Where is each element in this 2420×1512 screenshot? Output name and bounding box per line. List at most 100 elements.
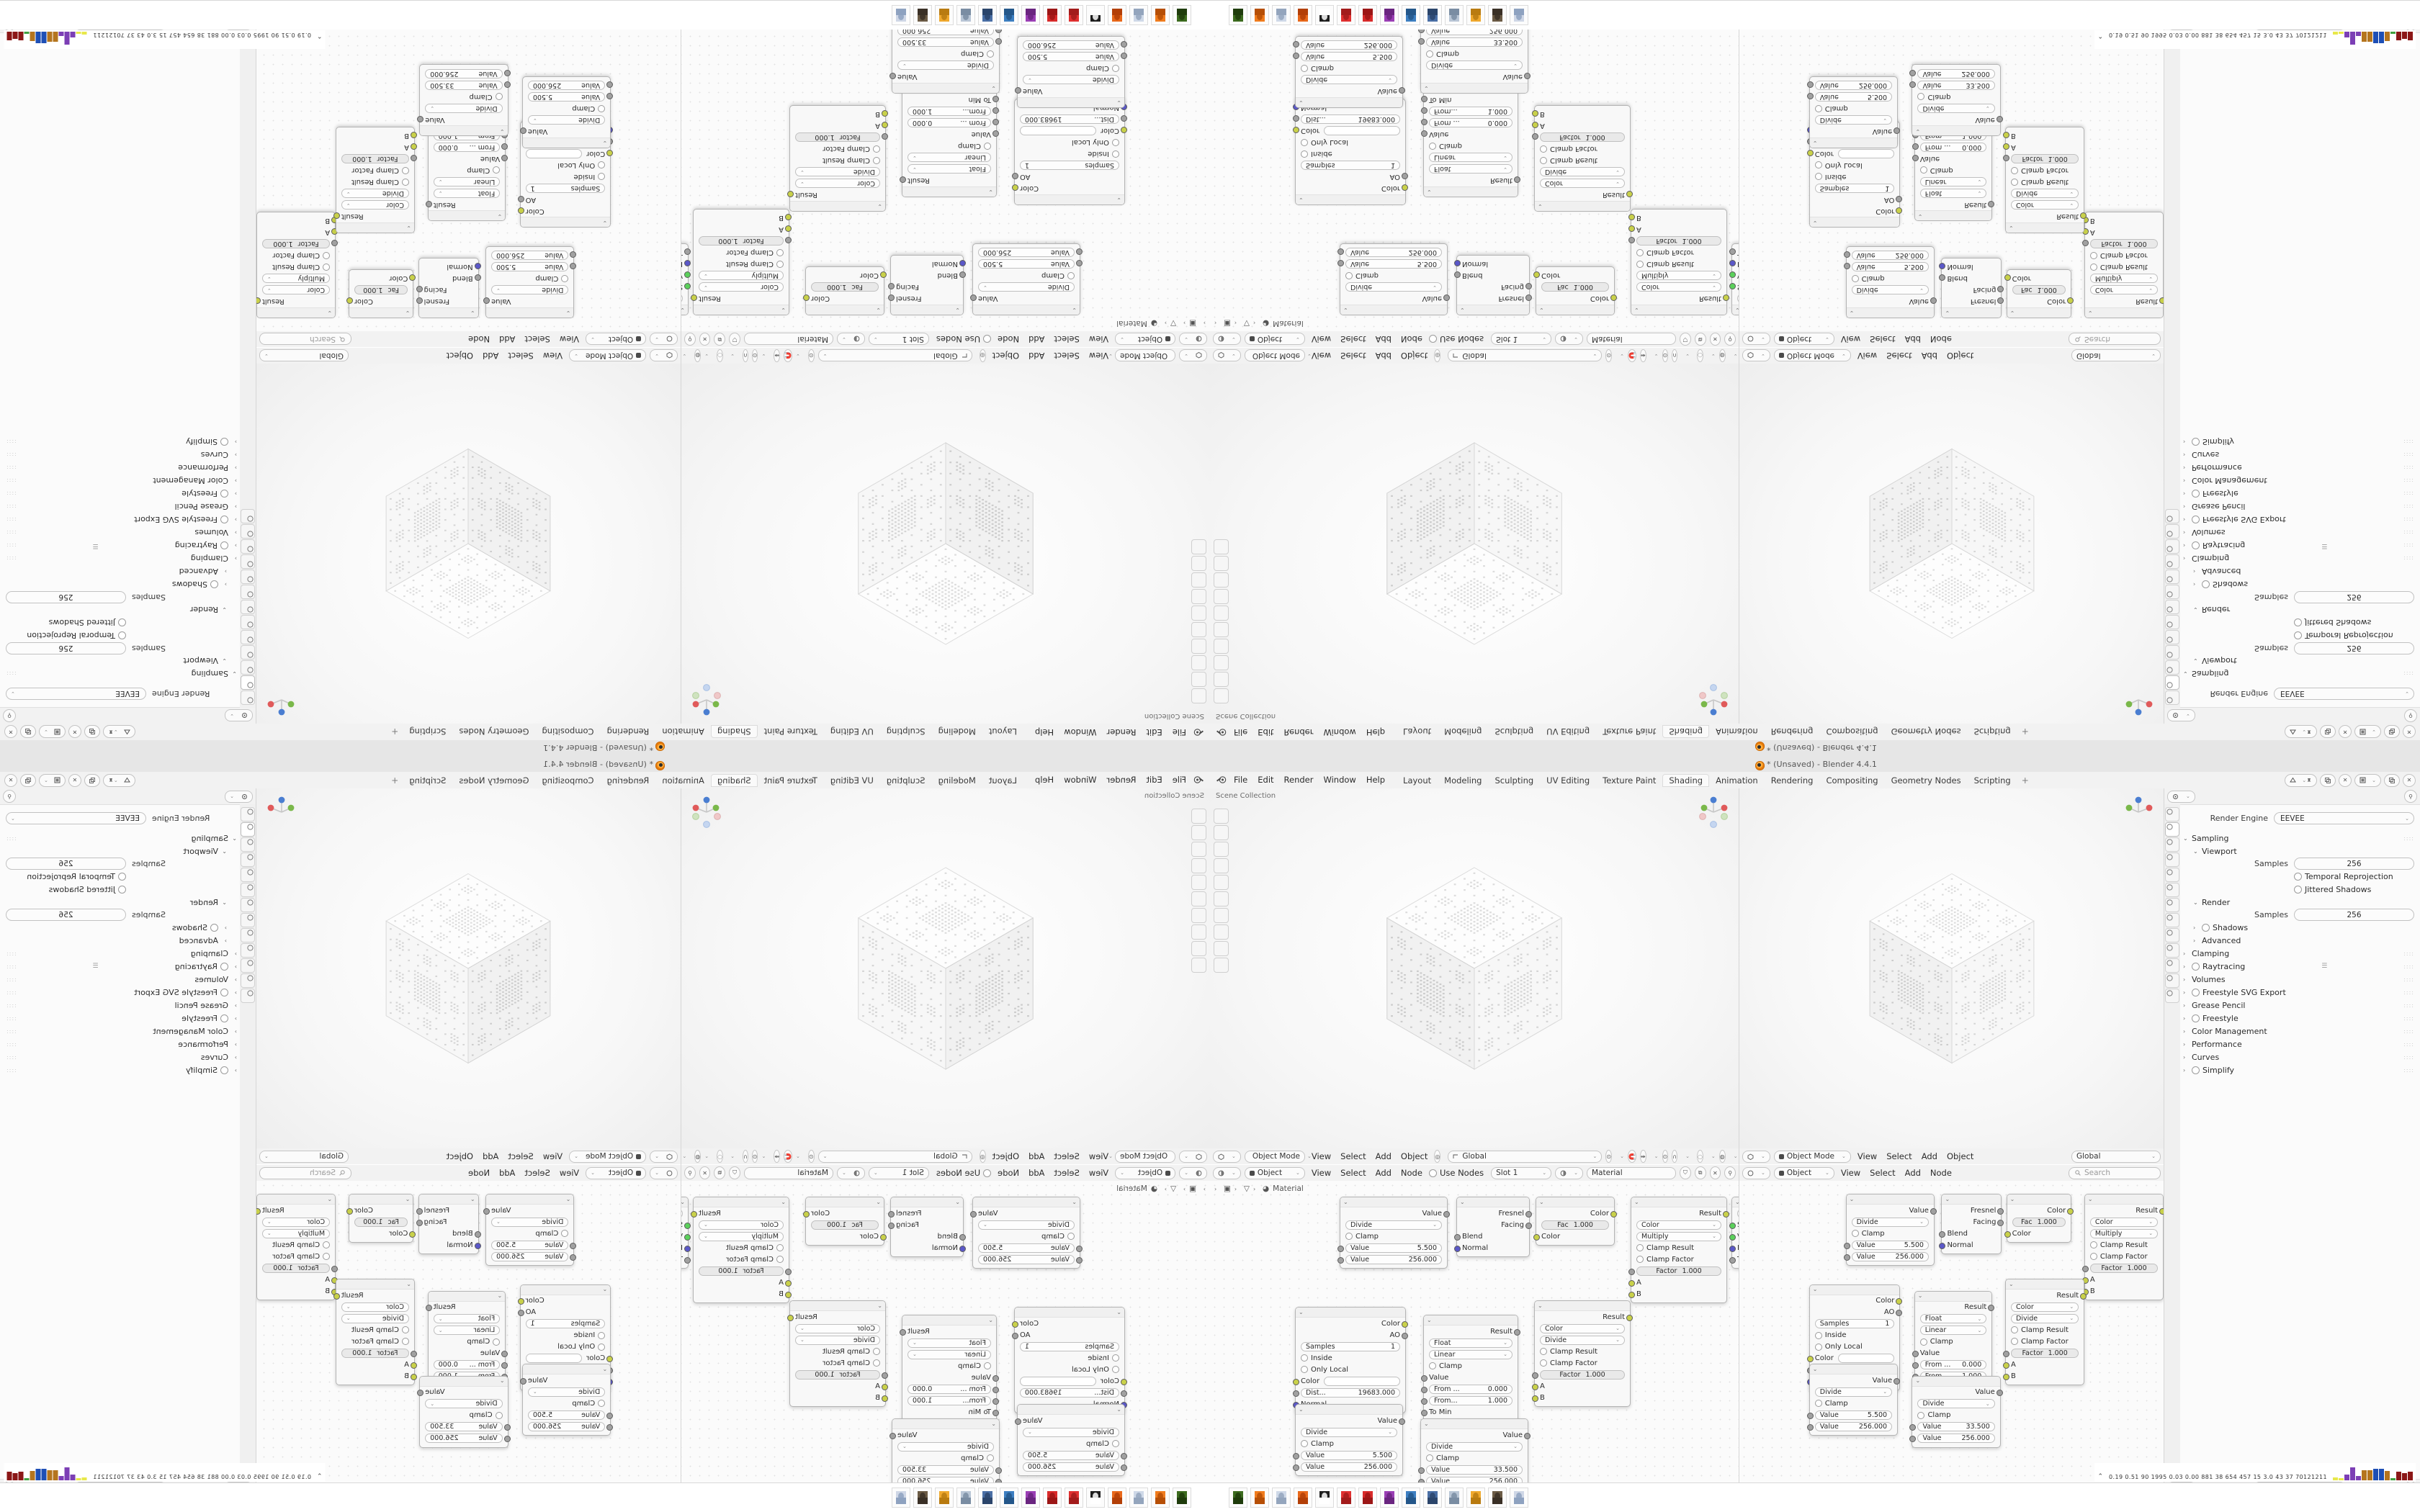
node-socket[interactable] <box>995 38 1002 45</box>
node-layer-2[interactable]: ValueDivide⌄ClampValue5.500Value256.000F… <box>1739 1181 2164 1495</box>
node-factor-row[interactable]: Fac 1.000 <box>2007 1216 2071 1228</box>
editor-type-3dview-icon-2[interactable]: ⌄ <box>650 349 678 362</box>
node-value-field[interactable]: Samples 1 <box>1020 161 1119 171</box>
section-checkbox[interactable] <box>2192 541 2200 550</box>
properties-sections[interactable]: ⌄ Sampling:::: ⌄ Viewport Samples 256 Temporal… <box>6 832 237 1076</box>
node-canvas-2[interactable]: ValueDivide⌄ClampValue5.500Value256.000F… <box>1739 1181 2164 1495</box>
node-output-row[interactable]: Facing <box>1457 1219 1532 1230</box>
node-socket-row[interactable]: Color <box>2004 273 2071 284</box>
node-checkbox[interactable] <box>1301 139 1308 146</box>
viewport2-menu-object[interactable]: Object <box>1946 351 1974 361</box>
editor-type-3dview-icon[interactable]: ⌄ <box>1213 1150 1241 1163</box>
section-checkbox[interactable] <box>220 438 228 446</box>
node-dropdown[interactable]: Multiply ⌄ <box>261 1228 331 1238</box>
node-header[interactable] <box>1535 1301 1630 1311</box>
node-dropdown[interactable]: Float ⌄ <box>1429 1338 1512 1348</box>
interaction-mode-selector-2[interactable]: Object Mode ⌄ <box>1773 1150 1851 1163</box>
chevron-right-icon[interactable]: › <box>234 529 237 536</box>
node-factor-row[interactable]: Factor 1.000 <box>1628 235 1726 247</box>
node-value-row[interactable]: Value 5.500 <box>1018 51 1127 63</box>
node-dropdown[interactable]: Divide ⌄ <box>1540 167 1625 177</box>
properties-tab-render-icon[interactable] <box>2165 822 2179 837</box>
node-dropdown-row[interactable]: Float ⌄ <box>429 187 506 199</box>
node-header[interactable] <box>1914 1291 1992 1302</box>
node-value-field[interactable]: Value 5.500 <box>1023 52 1119 62</box>
node-output-row[interactable]: Result <box>1631 293 1729 305</box>
node-header[interactable] <box>1015 1308 1124 1318</box>
node-header[interactable] <box>1631 1197 1726 1207</box>
menu-window[interactable]: Window <box>1323 775 1356 785</box>
node-factor-row[interactable]: Fac 1.000 <box>1536 1219 1614 1230</box>
node-header[interactable] <box>1846 307 1934 318</box>
node-socket[interactable] <box>1402 1320 1408 1328</box>
shading-wireframe-icon[interactable]: ◌ <box>1696 349 1703 362</box>
node-dropdown-row[interactable]: Float ⌄ <box>902 1337 996 1349</box>
taskbar-settings-icon[interactable] <box>1043 1488 1062 1508</box>
workspace-tab-compositing[interactable]: Compositing <box>542 775 594 786</box>
node-socket[interactable] <box>1293 1452 1299 1459</box>
node-canvas-2[interactable]: ValueDivide⌄ClampValue5.500Value256.000F… <box>256 17 681 331</box>
node-socket[interactable] <box>992 1374 999 1382</box>
node-socket-row[interactable]: B <box>1628 1288 1726 1300</box>
node-socket[interactable] <box>1532 122 1538 129</box>
drag-dots-icon[interactable]: :::: <box>2403 989 2414 996</box>
node-dropdown[interactable]: Color ⌄ <box>2089 285 2159 295</box>
node-checkbox-row[interactable]: Inside <box>1296 1352 1405 1364</box>
shader-node-editor[interactable]: ⌄ Object ⌄ View Select Add Node Use Nodes <box>1210 1165 1739 1495</box>
node-value-field[interactable]: Value 5.500 <box>1814 92 1893 102</box>
chevron-right-icon[interactable]: › <box>2183 1014 2186 1022</box>
node-socket-row[interactable]: A <box>790 120 888 132</box>
node-dropdown-row[interactable]: Color ⌄ <box>2085 284 2163 296</box>
taskbar-settings-icon[interactable] <box>1043 5 1062 25</box>
node-socket-row[interactable]: Volume <box>1729 270 1739 282</box>
node-value-field[interactable]: From...1.000 <box>1429 107 1512 117</box>
node-socket-row[interactable]: Thickness <box>1729 1254 1739 1265</box>
node-output-row[interactable]: Color <box>1296 1318 1408 1329</box>
node-checkbox-row[interactable]: Clamp <box>486 273 573 284</box>
tool-select-box-icon[interactable] <box>1191 672 1206 687</box>
node-value-row[interactable]: From...1.000 <box>1421 1395 1518 1406</box>
node-header[interactable] <box>1018 1405 1124 1415</box>
node-dropdown-row[interactable]: Float ⌄ <box>429 1313 506 1325</box>
node-dropdown[interactable]: Float ⌄ <box>1919 188 1987 198</box>
node-socket-row[interactable]: Color <box>806 1230 887 1242</box>
property-section-color-management[interactable]: › Color Management:::: <box>2183 474 2414 487</box>
taskbar-icons-right-mirror-2[interactable] <box>1210 1488 1547 1508</box>
tool-annotate-icon[interactable] <box>1191 572 1206 588</box>
node-socket[interactable] <box>1909 69 1917 76</box>
node-factor-field[interactable]: Factor 1.000 <box>1636 236 1721 246</box>
node-socket[interactable] <box>1930 1207 1937 1215</box>
node-factor-row[interactable]: Factor 1.000 <box>1532 132 1630 143</box>
node-dropdown-row[interactable]: Multiply ⌄ <box>1631 270 1726 282</box>
workspace-tab-compositing[interactable]: Compositing <box>1826 726 1878 737</box>
node-value-row[interactable]: Value 33.500 <box>1418 1464 1528 1475</box>
node-color-row[interactable]: Color <box>1293 1375 1405 1387</box>
node-checkbox[interactable] <box>561 1230 569 1238</box>
workspace-tab-shading[interactable]: Shading <box>1662 773 1710 787</box>
material-slot-selector[interactable]: Slot 1 ⌄ <box>868 1166 929 1179</box>
node-header[interactable] <box>1809 1284 1900 1295</box>
properties-body[interactable]: Render Engine EEVEE ⌄ ⌄ Sampling:::: ⌄ View… <box>0 17 240 708</box>
node-socket-row[interactable]: B <box>1532 109 1630 120</box>
node-output-row[interactable]: Value <box>889 71 999 83</box>
property-section-freestyle[interactable]: › Freestyle:::: <box>6 1012 237 1025</box>
node-checkbox[interactable] <box>1540 1359 1547 1367</box>
viewport-menu-view[interactable]: View <box>1311 351 1332 361</box>
node-socket-row[interactable]: Thickness <box>681 247 691 258</box>
node-socket[interactable] <box>1293 1464 1299 1471</box>
shader-menu-select[interactable]: Select <box>1340 334 1366 344</box>
node-dropdown[interactable]: Color ⌄ <box>795 1323 880 1333</box>
node-socket[interactable] <box>882 1383 888 1390</box>
node-dropdown-row[interactable]: Float ⌄ <box>902 163 996 175</box>
node-value-field[interactable]: Value 256.000 <box>1023 40 1119 50</box>
node-checkbox-row[interactable]: Clamp <box>523 1398 610 1409</box>
node-socket-row[interactable]: A <box>2081 227 2163 238</box>
property-section-clamping[interactable]: › Clamping:::: <box>2183 552 2414 565</box>
node-output-row[interactable]: Value <box>1810 1374 1901 1386</box>
chevron-right-icon[interactable]: › <box>234 451 237 459</box>
node-value-field[interactable]: Value 5.500 <box>1345 1243 1442 1253</box>
node-factor-row[interactable]: Factor 1.000 <box>790 132 888 143</box>
node-socket[interactable] <box>1912 1351 1919 1358</box>
